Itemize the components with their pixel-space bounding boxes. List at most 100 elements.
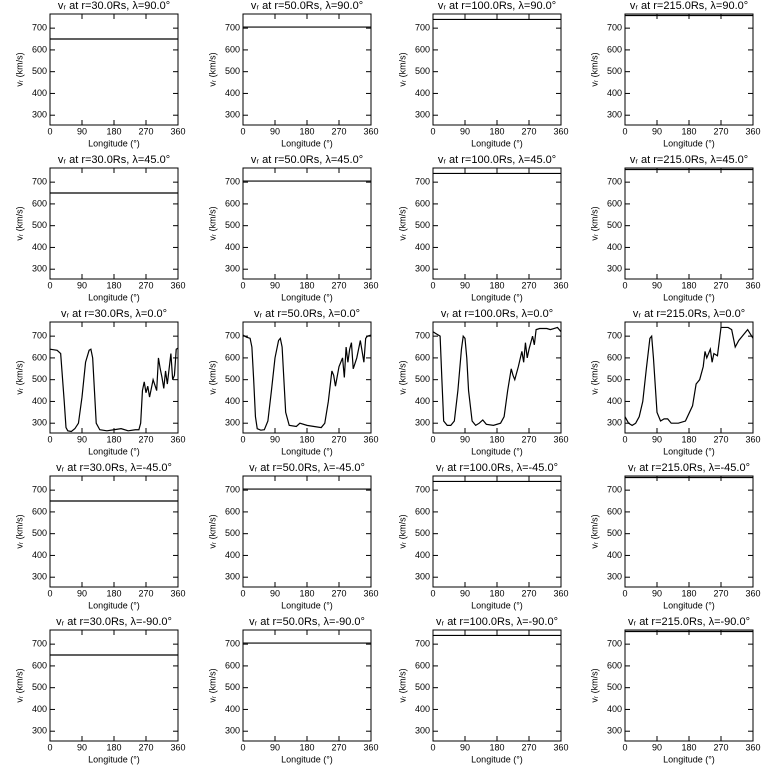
- x-tick-label: 270: [138, 434, 153, 444]
- y-tick-label: 500: [32, 374, 47, 384]
- panel-title: vᵣ at r=215.0Rs, λ=90.0°: [630, 0, 748, 12]
- y-tick-label: 400: [415, 704, 430, 714]
- y-tick-label: 600: [225, 44, 240, 54]
- y-axis-label: vᵣ (km/s): [397, 360, 407, 394]
- y-tick-label: 600: [225, 660, 240, 670]
- x-tick-label: 270: [521, 742, 536, 752]
- y-tick-label: 500: [225, 220, 240, 230]
- y-axis-label: vᵣ (km/s): [397, 514, 407, 548]
- x-axis-label: Longitude (°): [663, 138, 715, 148]
- panel: vᵣ at r=100.0Rs, λ=90.0° Longitude (°) vᵣ …: [397, 0, 568, 148]
- x-tick-label: 360: [363, 126, 378, 136]
- x-tick-label: 90: [77, 588, 87, 598]
- y-tick-label: 400: [607, 396, 622, 406]
- panel-title: vᵣ at r=100.0Rs, λ=-90.0°: [436, 616, 558, 628]
- x-tick-label: 90: [77, 126, 87, 136]
- x-tick-label: 270: [138, 280, 153, 290]
- panel: vᵣ at r=30.0Rs, λ=45.0° Longitude (°) vᵣ (…: [14, 154, 185, 302]
- y-tick-label: 400: [415, 242, 430, 252]
- x-tick-label: 0: [47, 126, 52, 136]
- panel-title: vᵣ at r=215.0Rs, λ=-45.0°: [628, 462, 750, 474]
- plot-frame: [242, 167, 372, 280]
- x-tick-label: 180: [106, 742, 121, 752]
- y-tick-label: 400: [415, 396, 430, 406]
- y-tick-label: 700: [607, 331, 622, 341]
- x-axis-label: Longitude (°): [88, 754, 140, 764]
- x-tick-label: 180: [106, 434, 121, 444]
- y-tick-label: 400: [225, 242, 240, 252]
- y-tick-label: 500: [415, 374, 430, 384]
- y-axis-label: vᵣ (km/s): [397, 52, 407, 86]
- y-tick-label: 700: [32, 485, 47, 495]
- y-axis-label: vᵣ (km/s): [14, 52, 24, 86]
- y-tick-label: 500: [32, 220, 47, 230]
- panel-title: vᵣ at r=215.0Rs, λ=45.0°: [630, 154, 748, 166]
- x-tick-label: 180: [106, 126, 121, 136]
- panel: vᵣ at r=50.0Rs, λ=0.0° Longitude (°) vᵣ (k…: [207, 308, 378, 456]
- data-line: [242, 334, 372, 431]
- y-tick-label: 300: [225, 726, 240, 736]
- y-tick-label: 300: [32, 726, 47, 736]
- y-tick-label: 700: [225, 485, 240, 495]
- panel-title: vᵣ at r=100.0Rs, λ=0.0°: [441, 308, 553, 320]
- x-tick-label: 360: [745, 742, 760, 752]
- x-tick-label: 360: [745, 434, 760, 444]
- x-tick-label: 0: [240, 742, 245, 752]
- y-axis-label: vᵣ (km/s): [14, 206, 24, 240]
- panel: vᵣ at r=50.0Rs, λ=90.0° Longitude (°) vᵣ (…: [207, 0, 378, 148]
- y-tick-label: 600: [32, 352, 47, 362]
- x-tick-label: 180: [681, 280, 696, 290]
- panel: vᵣ at r=215.0Rs, λ=90.0° Longitude (°) vᵣ …: [589, 0, 760, 148]
- x-axis-label: Longitude (°): [88, 600, 140, 610]
- y-tick-label: 500: [32, 66, 47, 76]
- x-tick-label: 360: [170, 126, 185, 136]
- plot-frame: [624, 475, 754, 588]
- y-tick-label: 300: [415, 418, 430, 428]
- x-tick-label: 270: [521, 588, 536, 598]
- x-tick-label: 180: [489, 588, 504, 598]
- y-tick-label: 300: [415, 572, 430, 582]
- y-axis-label: vᵣ (km/s): [14, 360, 24, 394]
- y-tick-label: 500: [225, 66, 240, 76]
- plot-frame: [242, 629, 372, 742]
- x-tick-label: 360: [363, 742, 378, 752]
- plot-frame: [242, 13, 372, 126]
- y-axis-label: vᵣ (km/s): [14, 514, 24, 548]
- panel: vᵣ at r=30.0Rs, λ=-90.0° Longitude (°) vᵣ …: [14, 616, 185, 764]
- x-tick-label: 270: [521, 280, 536, 290]
- panel-title: vᵣ at r=30.0Rs, λ=0.0°: [61, 308, 167, 320]
- y-tick-label: 400: [32, 396, 47, 406]
- y-tick-label: 700: [415, 177, 430, 187]
- x-tick-label: 0: [240, 588, 245, 598]
- panel-title: vᵣ at r=100.0Rs, λ=90.0°: [438, 0, 556, 12]
- y-tick-label: 700: [32, 331, 47, 341]
- x-tick-label: 0: [240, 126, 245, 136]
- x-tick-label: 0: [430, 742, 435, 752]
- x-tick-label: 0: [622, 588, 627, 598]
- x-tick-label: 270: [331, 434, 346, 444]
- y-tick-label: 500: [225, 528, 240, 538]
- x-tick-label: 180: [299, 588, 314, 598]
- x-tick-label: 360: [553, 280, 568, 290]
- x-tick-label: 90: [270, 280, 280, 290]
- x-tick-label: 0: [430, 588, 435, 598]
- y-tick-label: 600: [415, 44, 430, 54]
- y-tick-label: 400: [607, 242, 622, 252]
- x-axis-label: Longitude (°): [281, 292, 333, 302]
- y-tick-label: 300: [607, 110, 622, 120]
- y-tick-label: 500: [607, 528, 622, 538]
- y-tick-label: 500: [415, 682, 430, 692]
- y-tick-label: 500: [607, 374, 622, 384]
- y-tick-label: 500: [415, 66, 430, 76]
- x-axis-label: Longitude (°): [281, 754, 333, 764]
- x-tick-label: 360: [745, 280, 760, 290]
- y-axis-label: vᵣ (km/s): [207, 52, 217, 86]
- y-tick-label: 600: [225, 506, 240, 516]
- x-tick-label: 270: [331, 280, 346, 290]
- panel-title: vᵣ at r=215.0Rs, λ=0.0°: [633, 308, 745, 320]
- panel: vᵣ at r=30.0Rs, λ=-45.0° Longitude (°) vᵣ …: [14, 462, 185, 610]
- x-tick-label: 180: [299, 126, 314, 136]
- x-axis-label: Longitude (°): [471, 138, 523, 148]
- y-tick-label: 500: [607, 220, 622, 230]
